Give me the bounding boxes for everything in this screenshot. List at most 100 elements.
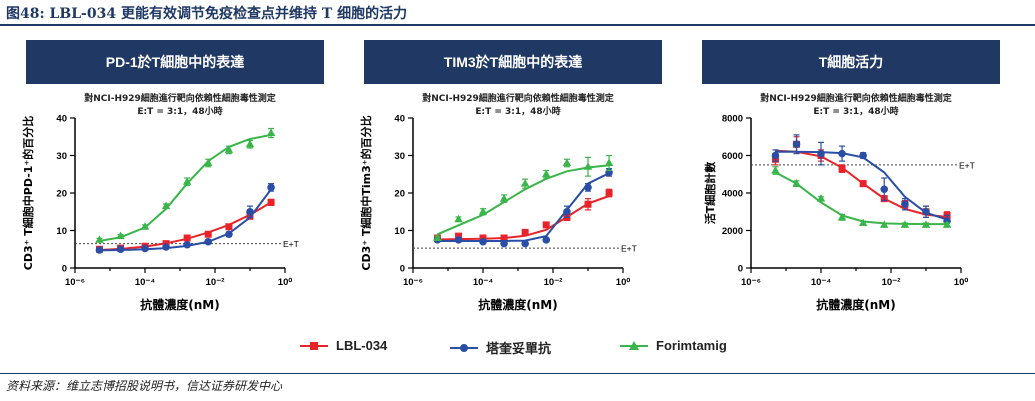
data-point-forimtamig	[900, 220, 910, 228]
panel-header-viability: T細胞活力	[702, 40, 1000, 84]
legend-item-forimtamig: Forimtamig	[620, 338, 727, 353]
data-point-talquetamab	[183, 240, 191, 249]
legend-item-lbl034: LBL-034	[300, 338, 387, 353]
data-point-forimtamig	[880, 220, 889, 228]
x-tick-label: 10⁻²	[882, 277, 901, 288]
x-tick-label: 10⁻⁶	[65, 277, 85, 288]
data-point-talquetamab	[141, 244, 149, 253]
legend-marker-triangle-icon	[620, 340, 648, 350]
data-point-talquetamab	[116, 245, 125, 254]
data-point-talquetamab	[563, 207, 571, 216]
y-tick-label: 0	[400, 264, 405, 275]
data-point-lbl034	[542, 221, 550, 229]
legend-label: 塔奎妥單抗	[486, 341, 552, 356]
chart-title: 對NCI-H929細胞進行靶向依賴性細胞毒性測定	[422, 92, 615, 104]
y-tick-label: 20	[56, 189, 67, 200]
baseline-label: E+T	[621, 244, 637, 254]
data-point-talquetamab	[454, 236, 463, 244]
y-tick-label: 30	[394, 151, 405, 162]
y-tick-label: 4000	[722, 189, 743, 200]
data-point-talquetamab	[922, 207, 930, 216]
y-tick-label: 10	[394, 226, 405, 237]
y-axis-label: 活T細胞計數	[703, 162, 717, 225]
y-tick-label: 30	[56, 151, 67, 162]
data-point-forimtamig	[942, 220, 952, 228]
y-tick-label: 10	[56, 226, 67, 237]
data-point-talquetamab	[479, 237, 487, 246]
data-point-talquetamab	[584, 183, 592, 192]
data-point-talquetamab	[95, 246, 104, 254]
series-curve-forimtamig	[437, 164, 610, 236]
data-point-lbl034	[225, 223, 233, 231]
panel-header-pd1: PD-1於T細胞中的表達	[26, 40, 324, 84]
data-point-talquetamab	[880, 185, 889, 194]
y-tick-label: 8000	[722, 114, 743, 125]
data-point-forimtamig	[454, 214, 463, 223]
y-tick-label: 6000	[722, 151, 743, 162]
y-tick-label: 40	[394, 114, 405, 125]
chart-subtitle: E:T = 3:1，48小時	[137, 105, 222, 117]
data-point-forimtamig	[140, 222, 150, 230]
source-divider	[0, 373, 1035, 374]
data-point-talquetamab	[859, 151, 867, 160]
x-tick-label: 10⁻⁶	[741, 277, 761, 288]
data-point-forimtamig	[816, 194, 826, 202]
chart-legend: LBL-034 塔奎妥單抗 Forimtamig	[300, 338, 760, 360]
legend-label: Forimtamig	[656, 338, 727, 353]
data-point-lbl034	[267, 198, 275, 206]
x-tick-label: 10⁻⁴	[811, 277, 832, 288]
data-point-forimtamig	[837, 212, 847, 221]
x-tick-label: 10⁻²	[206, 277, 225, 288]
data-point-forimtamig	[433, 233, 442, 241]
data-point-talquetamab	[225, 230, 233, 239]
data-point-forimtamig	[542, 169, 551, 178]
data-point-forimtamig	[116, 231, 125, 240]
y-axis-label: CD3⁺ T細胞中Tim3⁺的百分比	[359, 115, 373, 270]
x-axis-label: 抗體濃度(nM)	[816, 297, 895, 312]
data-point-forimtamig	[562, 158, 572, 166]
data-point-forimtamig	[245, 139, 255, 148]
data-point-lbl034	[838, 165, 846, 173]
data-point-forimtamig	[182, 177, 192, 185]
y-tick-label: 40	[56, 114, 67, 125]
data-point-forimtamig	[266, 128, 276, 136]
x-tick-label: 10⁻⁴	[473, 277, 494, 288]
x-tick-label: 10⁻⁶	[403, 277, 423, 288]
data-point-forimtamig	[161, 201, 171, 210]
data-point-talquetamab	[817, 149, 825, 158]
chart-subtitle: E:T = 3:1，48小時	[475, 105, 560, 117]
data-point-talquetamab	[901, 200, 909, 209]
x-tick-label: 10⁻²	[544, 277, 563, 288]
x-tick-label: 10⁻⁴	[135, 277, 156, 288]
legend-marker-circle-icon	[450, 343, 478, 352]
chart-subtitle: E:T = 3:1，48小時	[813, 105, 898, 117]
data-point-forimtamig	[604, 158, 614, 166]
data-point-forimtamig	[224, 145, 234, 153]
y-tick-label: 0	[738, 264, 743, 275]
data-point-forimtamig	[792, 179, 801, 187]
data-point-talquetamab	[838, 149, 846, 158]
data-point-forimtamig	[921, 220, 931, 228]
x-axis-label: 抗體濃度(nM)	[140, 297, 219, 312]
figure-title: 图48: LBL-034 更能有效调节免疫检查点并维持 T 细胞的活力	[6, 6, 408, 22]
data-point-forimtamig	[95, 235, 104, 243]
data-point-forimtamig	[858, 218, 868, 226]
data-point-lbl034	[183, 234, 191, 242]
data-point-forimtamig	[583, 162, 593, 170]
data-point-talquetamab	[771, 151, 780, 160]
y-axis-label: CD3⁺ T細胞中PD-1⁺的百分比	[21, 116, 35, 270]
data-point-talquetamab	[792, 140, 801, 149]
data-point-lbl034	[204, 230, 212, 238]
legend-label: LBL-034	[336, 338, 388, 353]
x-axis-label: 抗體濃度(nM)	[478, 297, 557, 312]
data-point-talquetamab	[246, 207, 254, 216]
data-point-lbl034	[605, 189, 613, 197]
x-tick-label: 10⁰	[278, 277, 293, 288]
panel-header-tim3: TIM3於T細胞中的表達	[364, 40, 662, 84]
data-point-forimtamig	[771, 166, 780, 174]
y-tick-label: 0	[62, 264, 67, 275]
y-tick-label: 20	[394, 189, 405, 200]
data-point-forimtamig	[204, 158, 213, 166]
chart-title: 對NCI-H929細胞進行靶向依賴性細胞毒性測定	[760, 92, 953, 104]
